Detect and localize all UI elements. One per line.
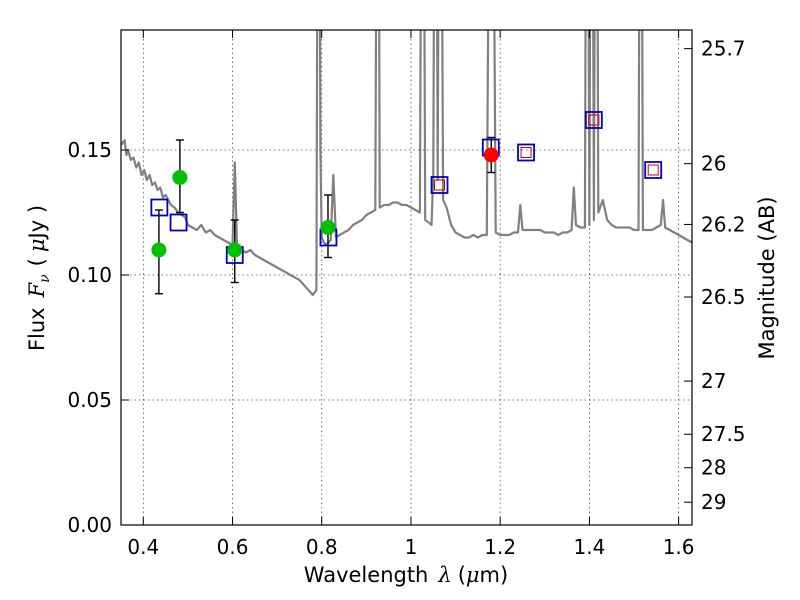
- x-axis-label: Wavelength λ (μm): [304, 563, 508, 587]
- model-square-point: [517, 143, 535, 162]
- y-tick-label: 0.10: [67, 263, 112, 287]
- y-axis-label: FluxFν(μJy ): [25, 205, 53, 351]
- x-tick-label: 1.2: [484, 535, 516, 559]
- y2-tick-label: 29: [701, 490, 726, 514]
- plot-frame: [120, 29, 693, 526]
- y-tick-label: 0.00: [67, 513, 112, 537]
- green-data-point: [151, 242, 167, 258]
- y2-tick-label: 27: [701, 369, 726, 393]
- model-square-point: [150, 198, 169, 217]
- grid-lines: [121, 30, 692, 525]
- y2-axis-label: Magnitude (AB): [755, 196, 779, 359]
- x-tick-label: 1.6: [663, 535, 695, 559]
- filter-inner-square: [520, 147, 532, 158]
- green-data-point: [172, 170, 188, 185]
- plot-area: [121, 30, 692, 297]
- filter-inner-square: [434, 179, 446, 191]
- axis-ticks: 0.4 0.6 0.8 1 1.2 1.4 1.6 0.00 0.05 0.10 0.15 25.7 2…: [67, 30, 746, 559]
- model-square-point: [584, 111, 603, 129]
- y2-tick-label: 26.5: [701, 285, 746, 309]
- spectrum-line: [121, 30, 692, 297]
- red-data-point: [483, 147, 499, 163]
- x-tick-label: 0.6: [217, 535, 249, 559]
- y-tick-label: 0.05: [67, 388, 112, 412]
- y-tick-label: 0.15: [67, 138, 112, 162]
- x-tick-label: 1: [405, 535, 418, 559]
- y2-tick-label: 28: [701, 456, 726, 480]
- model-square-point: [644, 161, 663, 179]
- x-tick-label: 0.4: [127, 535, 159, 559]
- green-data-point: [227, 242, 243, 258]
- y2-tick-label: 27.5: [701, 422, 746, 446]
- x-tick-label: 1.4: [573, 535, 605, 559]
- filter-inner-square: [647, 164, 659, 176]
- green-data-point: [320, 220, 336, 235]
- model-square-point: [169, 213, 188, 232]
- y2-tick-label: 26.2: [701, 212, 746, 236]
- x-tick-label: 0.8: [306, 535, 338, 559]
- model-square-point: [430, 176, 449, 194]
- filter-inner-square: [588, 114, 600, 126]
- y2-tick-label: 26: [701, 152, 726, 176]
- y2-tick-label: 25.7: [701, 37, 746, 61]
